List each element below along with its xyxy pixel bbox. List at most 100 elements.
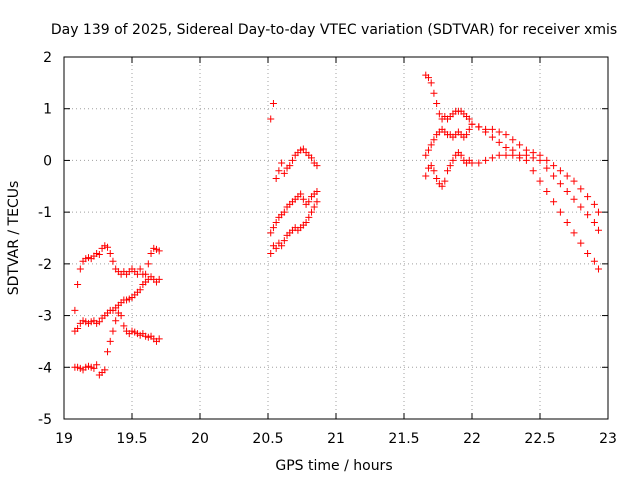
data-point [104, 348, 112, 356]
data-point [584, 193, 592, 201]
data-point [590, 257, 598, 265]
data-point [155, 275, 163, 283]
data-point [563, 218, 571, 226]
data-point [449, 156, 457, 164]
series-block1-lower [71, 309, 163, 379]
x-tick-label: 21 [327, 431, 345, 447]
data-point [550, 172, 558, 180]
data-point [502, 131, 510, 139]
series-block2-middle [267, 187, 321, 237]
data-point [482, 128, 490, 136]
chart-title: Day 139 of 2025, Sidereal Day-to-day VTE… [51, 22, 617, 38]
data-point [509, 151, 517, 159]
data-point [594, 226, 602, 234]
data-point [468, 120, 476, 128]
data-point [465, 115, 473, 123]
y-tick-label: -4 [38, 360, 52, 376]
data-point [90, 364, 98, 372]
data-point [577, 185, 585, 193]
data-point [516, 141, 524, 149]
data-point [288, 156, 296, 164]
data-point [104, 243, 112, 251]
data-point [109, 327, 117, 335]
x-tick-label: 20.5 [252, 431, 283, 447]
y-tick-label: -1 [38, 205, 52, 221]
data-point [488, 125, 496, 133]
data-point [155, 247, 163, 255]
data-point [422, 151, 430, 159]
series-block2-upper [267, 100, 321, 183]
data-point [556, 180, 564, 188]
data-point [139, 281, 147, 289]
data-point [509, 136, 517, 144]
data-point [502, 151, 510, 159]
data-point [427, 162, 435, 170]
y-tick-label: -2 [38, 257, 52, 273]
data-point [522, 156, 530, 164]
data-point [76, 265, 84, 273]
data-point [106, 337, 114, 345]
data-point [144, 260, 152, 268]
data-point [275, 167, 283, 175]
data-point [488, 154, 496, 162]
data-point [550, 162, 558, 170]
data-point [101, 366, 109, 374]
data-point [71, 306, 79, 314]
x-tick-label: 23 [599, 431, 617, 447]
data-point [74, 325, 82, 332]
x-tick-label: 19.5 [116, 431, 147, 447]
data-point [577, 203, 585, 211]
data-point [74, 281, 82, 289]
series-block1-upper [71, 242, 163, 314]
data-point [584, 250, 592, 258]
y-tick-label: 2 [43, 50, 52, 66]
data-point [465, 125, 473, 133]
data-point [433, 100, 441, 108]
data-point [278, 159, 286, 167]
data-point [594, 208, 602, 216]
data-point [95, 318, 103, 326]
data-point [313, 162, 321, 170]
data-point [516, 154, 524, 162]
data-point [556, 167, 564, 175]
data-point [280, 237, 288, 245]
y-axis-label: SDTVAR / TECUs [6, 181, 22, 296]
data-point [441, 177, 449, 185]
y-tick-label: 0 [43, 153, 52, 169]
x-tick-label: 22 [463, 431, 481, 447]
data-point [297, 190, 305, 198]
series-block3-lower [422, 149, 602, 273]
data-point [457, 151, 465, 159]
data-point [468, 159, 476, 167]
series-block1-middle [71, 244, 163, 335]
data-point [95, 251, 103, 259]
data-point [590, 218, 598, 226]
data-point [422, 172, 430, 180]
data-point [556, 208, 564, 216]
x-tick-label: 19 [55, 431, 73, 447]
data-point [563, 172, 571, 180]
data-point [594, 265, 602, 273]
data-point [570, 177, 578, 185]
data-point [280, 169, 288, 177]
data-point [269, 224, 277, 232]
y-tick-label: -5 [38, 412, 52, 428]
data-point [305, 213, 313, 221]
data-point [475, 123, 483, 131]
data-point [590, 200, 598, 208]
data-point [543, 187, 551, 195]
data-point [502, 144, 510, 151]
data-point [310, 203, 318, 211]
data-point [488, 133, 496, 141]
data-point [299, 145, 307, 153]
data-point [482, 156, 490, 164]
x-tick-label: 22.5 [524, 431, 555, 447]
data-point [117, 312, 125, 320]
x-tick-label: 21.5 [388, 431, 419, 447]
data-point [286, 162, 294, 170]
data-point [495, 138, 503, 146]
data-point [93, 361, 101, 369]
grid-lines [64, 57, 608, 419]
y-tick-label: -3 [38, 309, 52, 325]
data-point [433, 175, 441, 183]
